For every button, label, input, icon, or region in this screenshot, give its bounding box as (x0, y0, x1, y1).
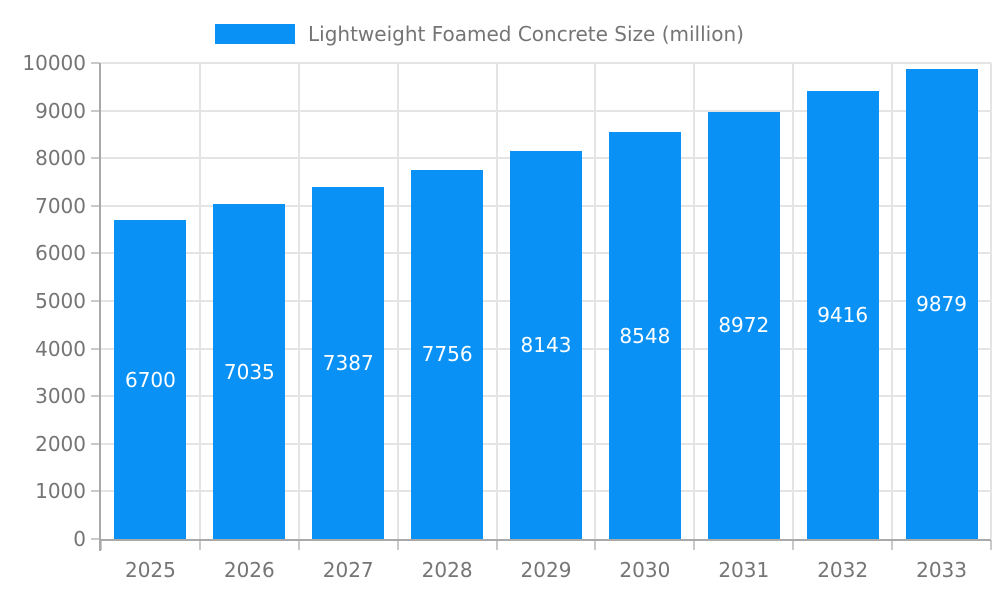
bar[interactable] (411, 169, 484, 539)
y-axis-tick (91, 395, 100, 398)
x-axis-tick (297, 540, 300, 550)
x-axis-tick (495, 540, 498, 550)
y-axis-label: 5000 (35, 289, 86, 313)
gridline-vertical (594, 63, 597, 539)
y-axis-label: 9000 (35, 98, 86, 123)
x-axis-tick (198, 540, 201, 550)
bar[interactable] (608, 132, 681, 539)
x-axis-tick (891, 540, 894, 550)
gridline-vertical (396, 63, 399, 539)
bar-value-label: 8972 (718, 313, 770, 338)
x-axis-label: 2029 (520, 558, 572, 582)
gridline-horizontal (101, 62, 991, 64)
x-axis-label: 2031 (718, 558, 770, 582)
x-axis-label: 2028 (421, 558, 473, 582)
legend-label: Lightweight Foamed Concrete Size (millio… (308, 22, 744, 46)
bar-value-label: 7035 (223, 359, 275, 384)
x-axis-label: 2032 (817, 558, 869, 582)
bar-value-label: 8548 (619, 323, 671, 348)
y-axis-label: 4000 (35, 336, 86, 361)
y-axis-label: 6000 (35, 241, 86, 266)
bar-value-label: 9879 (916, 291, 967, 316)
x-axis-label: 2030 (619, 558, 671, 582)
x-axis-line (99, 539, 991, 541)
gridline-vertical (990, 63, 992, 539)
legend-item[interactable]: Lightweight Foamed Concrete Size (millio… (215, 22, 744, 46)
y-axis-label: 1000 (35, 479, 86, 504)
x-axis-tick (693, 540, 696, 550)
gridline-vertical (297, 63, 300, 539)
y-axis-line (99, 63, 101, 551)
y-axis-tick (91, 490, 100, 493)
y-axis-tick (91, 157, 100, 160)
x-axis-tick (594, 540, 597, 550)
gridline-vertical (198, 63, 201, 539)
x-axis-tick (100, 540, 102, 550)
y-axis-label: 7000 (35, 193, 86, 218)
y-axis-label: 8000 (35, 146, 86, 171)
bar-value-label: 8143 (520, 333, 572, 358)
y-axis-label: 0 (73, 527, 86, 551)
x-axis-label: 2025 (124, 558, 176, 582)
x-axis-tick (792, 540, 795, 550)
gridline-vertical (792, 63, 795, 539)
y-axis-tick (91, 62, 100, 64)
x-axis-tick (396, 540, 399, 550)
bar-value-label: 9416 (817, 302, 869, 327)
y-axis-label: 3000 (35, 384, 86, 409)
y-axis-tick (91, 252, 100, 255)
bar[interactable] (114, 220, 187, 539)
y-axis-label: 2000 (35, 431, 86, 456)
bar[interactable] (312, 187, 385, 539)
gridline-horizontal (101, 109, 991, 112)
gridline-vertical (693, 63, 696, 539)
bar-value-label: 7756 (421, 342, 473, 367)
y-axis-tick (91, 347, 100, 350)
bar-value-label: 6700 (124, 367, 176, 392)
y-axis-tick (91, 538, 100, 540)
bar[interactable] (213, 204, 286, 539)
y-axis-label: 10000 (22, 51, 86, 75)
bar[interactable] (707, 111, 780, 539)
y-axis-tick (91, 204, 100, 207)
bar[interactable] (806, 90, 879, 539)
x-axis-label: 2033 (916, 558, 967, 582)
gridline-vertical (891, 63, 894, 539)
gridline-vertical (495, 63, 498, 539)
bar[interactable] (510, 151, 582, 539)
y-axis-tick (91, 442, 100, 445)
bar[interactable] (905, 68, 978, 539)
bar-value-label: 7387 (322, 351, 374, 376)
x-axis-tick (990, 540, 992, 550)
x-axis-label: 2026 (223, 558, 275, 582)
y-axis-tick (91, 300, 100, 302)
y-axis-tick (91, 109, 100, 112)
x-axis-label: 2027 (322, 558, 374, 582)
legend-swatch (215, 24, 295, 44)
